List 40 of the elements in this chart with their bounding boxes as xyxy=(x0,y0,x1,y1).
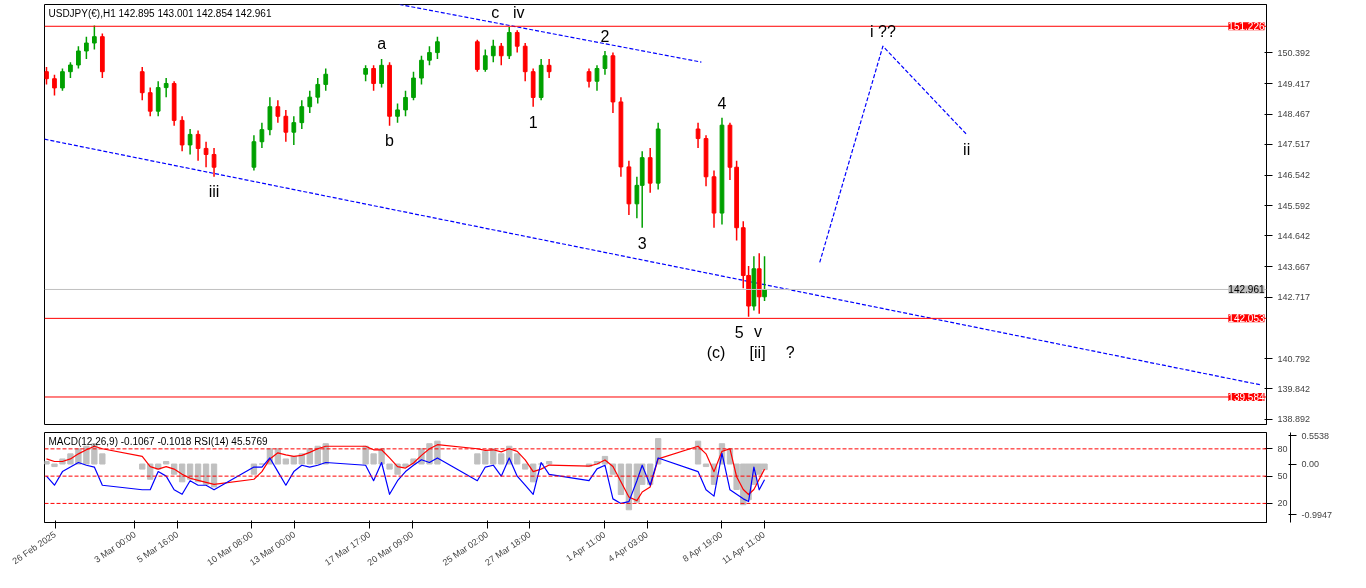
annotation: c xyxy=(491,3,500,21)
chart-title: MACD(12,26,9) -0.1067 -0.1018 RSI(14) 45.5769 xyxy=(48,435,268,447)
chart-title: USDJPY(€),H1 142.895 143.001 142.854 142.961 xyxy=(48,7,272,19)
annotation: 5 xyxy=(734,323,744,341)
annotation: 1 xyxy=(528,113,538,131)
y-tick-label: 149.417 xyxy=(1277,78,1311,89)
y-tick-label: 80 xyxy=(1277,443,1288,454)
annotation: 2 xyxy=(600,27,610,45)
y-tick-label: 140.792 xyxy=(1277,353,1311,364)
y-tick-label: 145.592 xyxy=(1277,200,1311,211)
ref-line-label: 142.053 xyxy=(1228,313,1265,325)
y2-tick-label: 0.00 xyxy=(1301,459,1320,470)
y-tick-label: 144.642 xyxy=(1277,230,1311,241)
annotation: b xyxy=(385,132,395,150)
y2-tick-label: 0.5538 xyxy=(1301,430,1330,441)
annotation: [ii] xyxy=(749,344,766,362)
y-tick-label: 147.517 xyxy=(1277,139,1311,150)
annotation: i ?? xyxy=(869,22,896,40)
y-tick-label: 143.667 xyxy=(1277,261,1311,272)
annotation: ? xyxy=(785,344,795,362)
y-tick-label: 139.842 xyxy=(1277,383,1311,394)
y-tick-label: 138.892 xyxy=(1277,414,1311,425)
annotation: ii xyxy=(963,140,971,158)
annotation: 3 xyxy=(637,234,647,252)
annotation: iv xyxy=(512,3,525,21)
annotation: 4 xyxy=(717,94,727,112)
ref-line-label: 139.584 xyxy=(1228,391,1265,403)
annotation: (c) xyxy=(706,344,726,362)
y-tick-label: 142.717 xyxy=(1277,292,1311,303)
annotation: iii xyxy=(208,183,220,201)
y2-tick-label: -0.9947 xyxy=(1301,509,1333,520)
ref-line-label: 142.961 xyxy=(1228,284,1265,296)
y-tick-label: 150.392 xyxy=(1277,47,1311,58)
y-tick-label: 20 xyxy=(1277,498,1288,509)
ref-line-label: 151.226 xyxy=(1228,21,1265,33)
y-tick-label: 148.467 xyxy=(1277,109,1311,120)
y-tick-label: 146.542 xyxy=(1277,170,1311,181)
annotation: a xyxy=(377,35,387,53)
annotation: v xyxy=(754,323,763,341)
y-tick-label: 50 xyxy=(1277,471,1288,482)
